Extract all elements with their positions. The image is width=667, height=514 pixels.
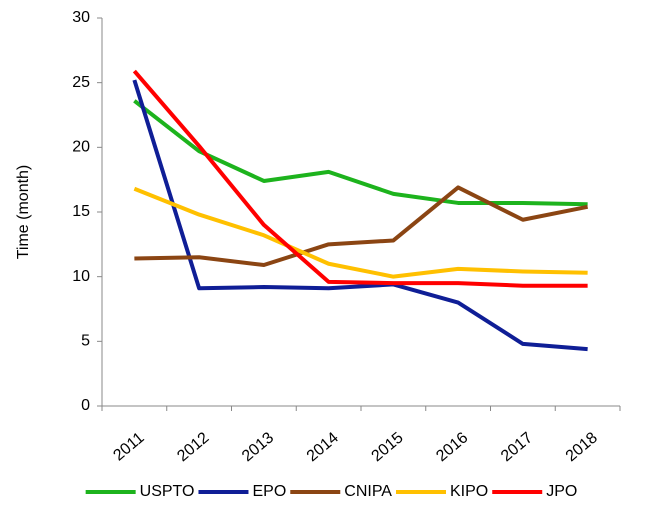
x-tick-label: 2018 — [563, 429, 601, 465]
legend-label: USPTO — [140, 483, 195, 500]
x-tick-label: 2012 — [174, 429, 212, 465]
legend-label: JPO — [546, 483, 577, 500]
series-line — [132, 69, 588, 288]
legend-label: EPO — [252, 483, 286, 500]
x-tick-label: 2014 — [304, 429, 342, 465]
x-tick-label: 2011 — [110, 429, 147, 464]
series-line — [133, 186, 588, 279]
x-tick-label: 2016 — [433, 429, 471, 465]
series-line — [132, 79, 588, 352]
y-tick-label: 25 — [72, 74, 90, 91]
y-tick-label: 10 — [72, 268, 90, 285]
y-tick-label: 0 — [81, 397, 90, 414]
x-tick-label: 2017 — [498, 429, 536, 465]
y-tick-label: 15 — [72, 203, 90, 220]
x-tick-label: 2015 — [368, 429, 406, 465]
legend-label: KIPO — [450, 483, 488, 500]
y-axis-label: Time (month) — [15, 165, 32, 260]
y-tick-label: 30 — [72, 9, 90, 26]
y-tick-label: 5 — [81, 333, 90, 350]
series-line — [134, 185, 589, 268]
x-tick-label: 2013 — [239, 429, 277, 465]
legend-label: CNIPA — [344, 483, 392, 500]
y-tick-label: 20 — [72, 139, 90, 156]
